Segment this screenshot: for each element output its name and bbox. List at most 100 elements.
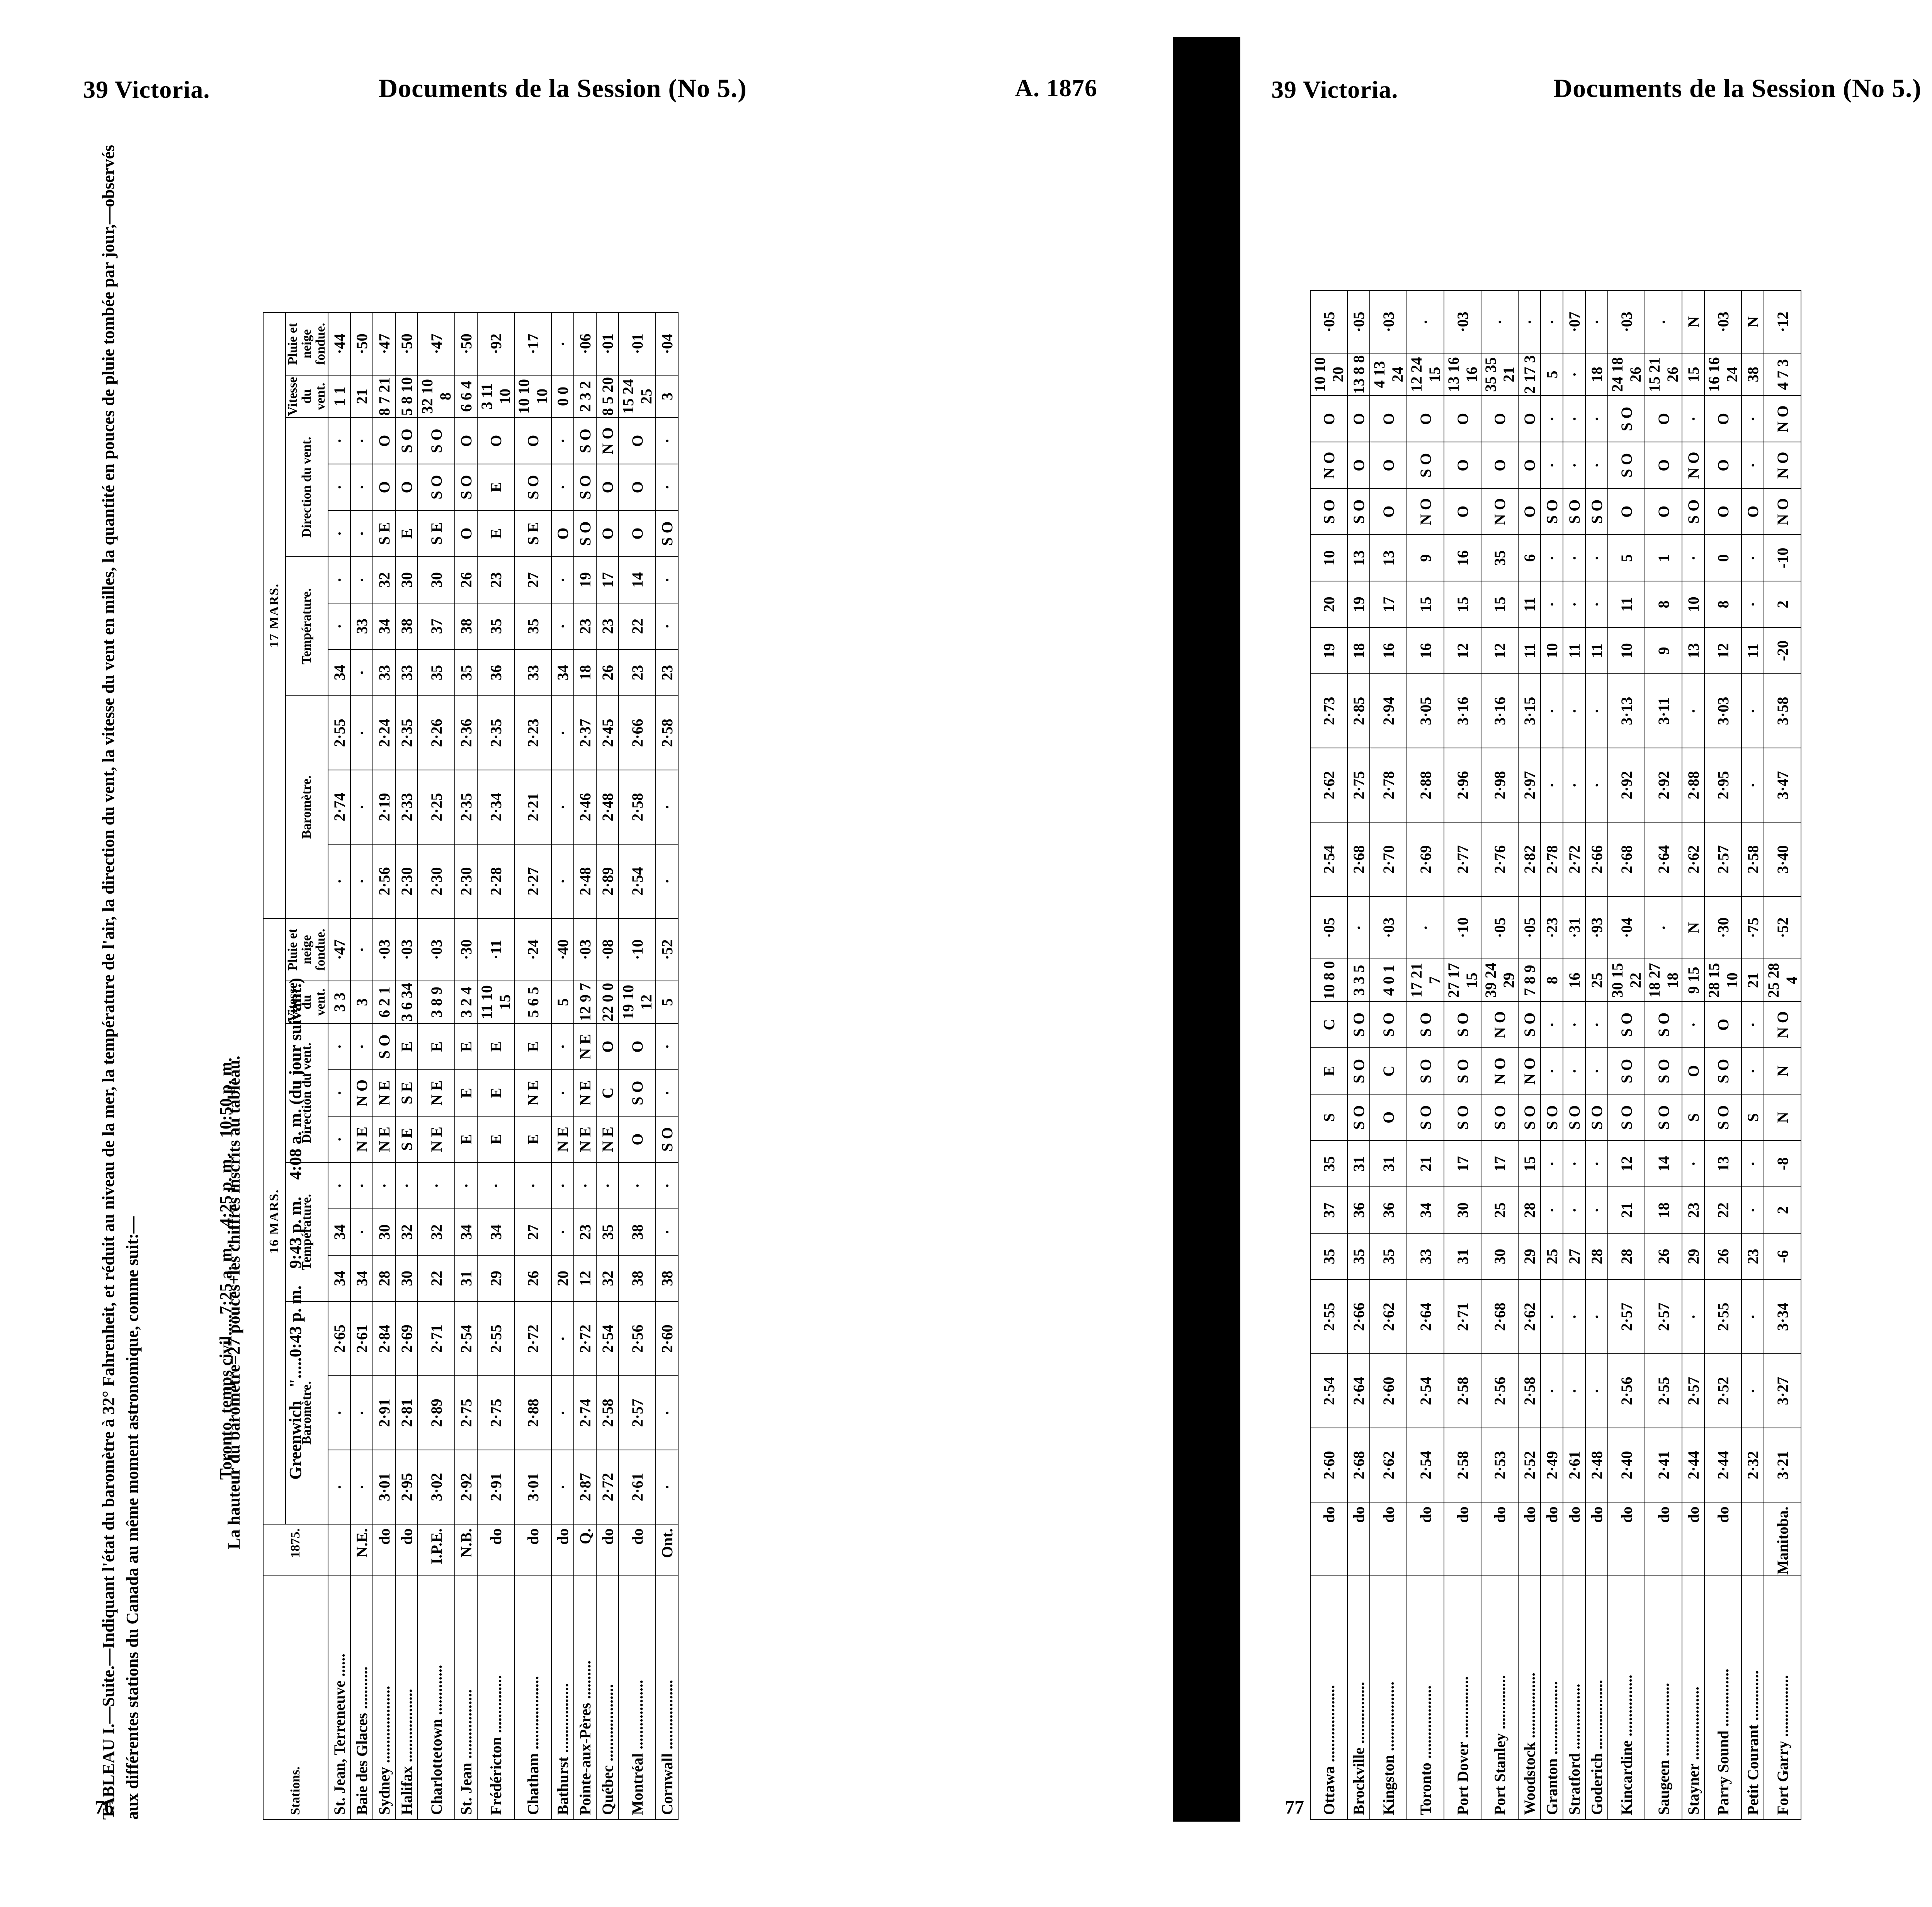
d16-baro-0: 2·72 xyxy=(596,1450,619,1524)
d17-baro-2: 3·03 xyxy=(1704,674,1742,748)
d17-temp-1: · xyxy=(1585,581,1608,628)
d16-temp-0: 35 xyxy=(1370,1233,1407,1280)
d16-dir-2: S O xyxy=(1518,1001,1541,1048)
d16-temp-2: 17 xyxy=(1481,1140,1518,1187)
d17-dir-1: O xyxy=(373,464,395,510)
d17-baro-2: 2·55 xyxy=(328,696,350,770)
station-name: Frédéricton ............... xyxy=(477,1575,514,1819)
d16-baro-1: 2·54 xyxy=(1407,1354,1444,1428)
d16-baro-1: · xyxy=(1563,1354,1585,1428)
d17-pluie: ·03 xyxy=(1704,291,1742,354)
d17-dir-2: N O xyxy=(596,418,619,464)
d17-dir-2: O xyxy=(514,418,551,464)
d16-dir-2: · xyxy=(328,1023,350,1070)
d17-dir-2: O xyxy=(1704,396,1742,442)
d16-dir-1: S O xyxy=(1407,1048,1444,1095)
d16-temp-2: 14 xyxy=(1645,1140,1682,1187)
d16-baro-1: · xyxy=(1742,1354,1764,1428)
d17-dir-2: · xyxy=(1742,396,1764,442)
d16-baro-2: · xyxy=(1742,1280,1764,1354)
d17-baro-2: 2·45 xyxy=(596,696,619,770)
d16-baro-1: · xyxy=(551,1376,574,1450)
d16-temp-2: · xyxy=(514,1163,551,1209)
station-name: St. Jean, Terreneuve ...... xyxy=(328,1575,350,1819)
d16-baro-2: 2·55 xyxy=(477,1302,514,1376)
d16-baro-2: 2·72 xyxy=(574,1302,596,1376)
station-province: do xyxy=(395,1524,418,1575)
d17-dir-1: O xyxy=(1481,442,1518,489)
d17-dir-0: S E xyxy=(373,510,395,557)
d17-temp-0: 33 xyxy=(514,649,551,696)
table-row: Chatham ................... do 3·01 2·88 2·7… xyxy=(514,313,551,1819)
d16-baro-0: 2·32 xyxy=(1742,1428,1764,1502)
d16-dir-2: C xyxy=(1310,1001,1347,1048)
d16-temp-1: 36 xyxy=(1347,1187,1370,1234)
d16-temp-0: 23 xyxy=(1742,1233,1764,1280)
d16-vitesse: 12 9 7 xyxy=(574,981,596,1023)
d17-dir-1: · xyxy=(1742,442,1764,489)
d17-dir-0: O xyxy=(1444,488,1481,535)
d17-temp-1: 22 xyxy=(619,603,656,649)
station-name: St. Jean .................. xyxy=(455,1575,477,1819)
d17-baro-2: 2·36 xyxy=(455,696,477,770)
d17-vitesse: 4 13 24 xyxy=(1370,353,1407,396)
d16-vitesse: 25 xyxy=(1585,959,1608,1002)
d16-dir-1: N E xyxy=(514,1070,551,1116)
d16-vitesse: 28 15 10 xyxy=(1704,959,1742,1002)
d16-dir-2: E xyxy=(418,1023,455,1070)
header-16-vitesse: Vitesse du vent. xyxy=(286,981,328,1023)
d17-baro-1: 2·21 xyxy=(514,770,551,844)
d16-vitesse: 3 3 5 xyxy=(1347,959,1370,1002)
d17-temp-1: 35 xyxy=(477,603,514,649)
d16-baro-1: · xyxy=(328,1376,350,1450)
d17-pluie: ·05 xyxy=(1347,291,1370,354)
d16-dir-1: S O xyxy=(1645,1048,1682,1095)
d16-baro-0: 2·87 xyxy=(574,1450,596,1524)
d17-baro-2: 2·94 xyxy=(1370,674,1407,748)
d16-vitesse: 3 8 9 xyxy=(418,981,455,1023)
table-row: Woodstock ................. do 2·52 2·58 2·6… xyxy=(1518,291,1541,1819)
d16-temp-2: 13 xyxy=(1704,1140,1742,1187)
d17-baro-1: 2·19 xyxy=(373,770,395,844)
d16-temp-1: 32 xyxy=(418,1209,455,1255)
d17-temp-0: 34 xyxy=(551,649,574,696)
d16-baro-0: · xyxy=(551,1450,574,1524)
d17-vitesse: 35 35 21 xyxy=(1481,353,1518,396)
d16-temp-1: 23 xyxy=(574,1209,596,1255)
d17-baro-0: 2·56 xyxy=(373,844,395,918)
d16-temp-1: 2 xyxy=(1764,1187,1801,1234)
d16-baro-2: 2·62 xyxy=(1370,1280,1407,1354)
d16-baro-2: 2·57 xyxy=(1608,1280,1645,1354)
d16-dir-0: N E xyxy=(574,1116,596,1163)
d17-dir-1: S O xyxy=(1608,442,1645,489)
d16-temp-1: · xyxy=(1563,1187,1585,1234)
d17-dir-0: O xyxy=(596,510,619,557)
d16-baro-0: · xyxy=(350,1450,373,1524)
header-stations: Stations. xyxy=(263,1575,328,1819)
d16-temp-0: 35 xyxy=(1310,1233,1347,1280)
station-name: Sydney .................... xyxy=(373,1575,395,1819)
d16-vitesse: 5 6 5 xyxy=(514,981,551,1023)
d16-baro-2: 2·69 xyxy=(395,1302,418,1376)
d17-baro-2: · xyxy=(551,696,574,770)
d16-dir-0: S O xyxy=(1444,1094,1481,1141)
d17-pluie: ·04 xyxy=(656,313,678,375)
d17-baro-1: · xyxy=(1742,748,1764,823)
table-row: Pointe-aux-Pères .......... Q. 2·87 2·74 2·7… xyxy=(574,313,596,1819)
d16-dir-0: N E xyxy=(350,1116,373,1163)
d16-baro-1: · xyxy=(350,1376,373,1450)
d17-baro-2: 2·35 xyxy=(477,696,514,770)
d16-dir-2: O xyxy=(596,1023,619,1070)
d17-temp-0: 19 xyxy=(1310,627,1347,674)
d16-dir-1: O xyxy=(1682,1048,1704,1095)
d16-dir-0: S O xyxy=(1585,1094,1608,1141)
d17-dir-1: · xyxy=(328,464,350,510)
d17-dir-1: N O xyxy=(1310,442,1347,489)
d17-temp-1: 11 xyxy=(1608,581,1645,628)
d17-temp-0: 10 xyxy=(1608,627,1645,674)
d16-dir-0: N xyxy=(1764,1094,1801,1141)
station-name: Brockville ................ xyxy=(1347,1575,1370,1819)
d17-baro-2: 2·85 xyxy=(1347,674,1370,748)
d16-dir-2: S O xyxy=(1407,1001,1444,1048)
d16-temp-0: 25 xyxy=(1541,1233,1563,1280)
